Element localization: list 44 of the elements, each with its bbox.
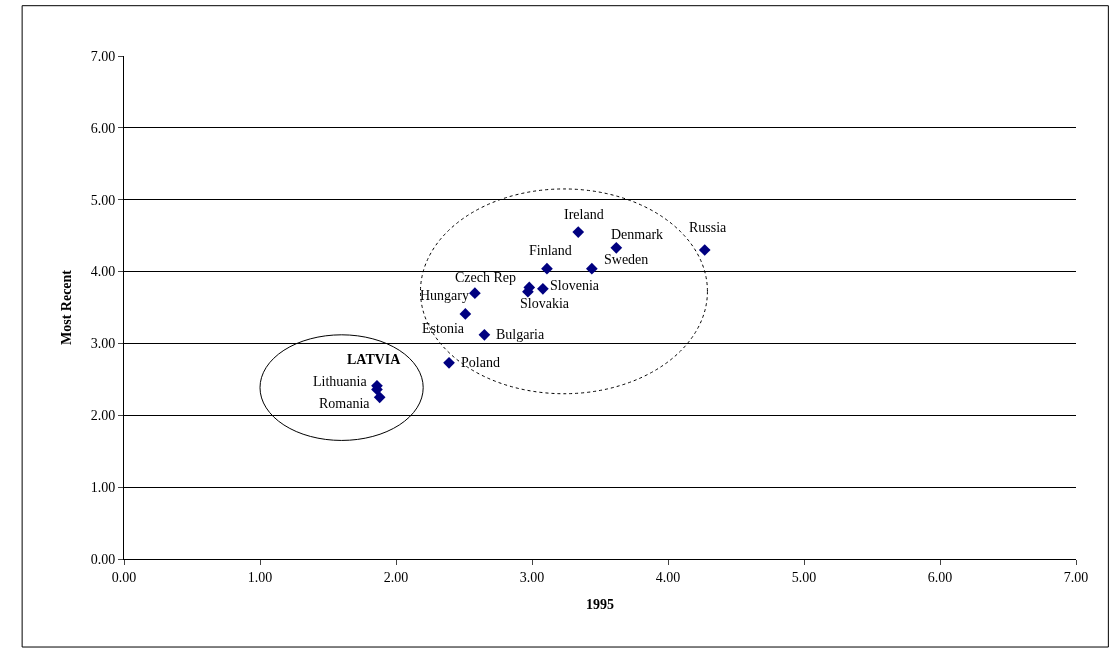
point: [459, 308, 472, 320]
x-tick-label: 4.00: [655, 569, 681, 585]
y-tick-label: 7.00: [90, 48, 116, 64]
annotation: Lithuania: [313, 374, 368, 389]
annotation: Bulgaria: [496, 327, 545, 342]
y-tick-label: 6.00: [90, 120, 116, 136]
point: [572, 226, 585, 238]
annotation: Hungary: [420, 288, 469, 303]
y-tick-label: 2.00: [90, 408, 116, 424]
annotation: Sweden: [604, 252, 649, 267]
y-tick-label: 4.00: [90, 264, 116, 280]
annotation: Russia: [689, 220, 728, 235]
point: [541, 262, 553, 275]
point: [698, 244, 711, 256]
annotation: LATVIA: [347, 352, 402, 367]
x-tick-label: 1.00: [247, 569, 273, 585]
annotation: Denmark: [611, 227, 664, 242]
point: [469, 287, 481, 299]
y-tick-label: 5.00: [90, 192, 116, 208]
annotation: Romania: [319, 396, 371, 411]
annotation: Slovakia: [520, 296, 570, 311]
annotation: Ireland: [564, 207, 604, 222]
x-tick-label: 5.00: [791, 569, 817, 585]
annotation: Finland: [529, 243, 572, 258]
point: [610, 242, 623, 254]
point: [478, 328, 491, 341]
x-tick-label: 6.00: [927, 569, 953, 585]
point: [443, 356, 455, 369]
y-tick-label: 1.00: [90, 480, 116, 496]
x-tick-label: 7.00: [1063, 569, 1089, 585]
annotation: Poland: [461, 355, 500, 370]
x-axis-title: 1995: [586, 597, 614, 613]
annotation: Estonia: [422, 321, 465, 336]
point: [585, 262, 598, 275]
y-axis-title: Most Recent: [59, 269, 75, 346]
y-tick-label: 0.00: [90, 551, 116, 567]
x-tick-label: 3.00: [519, 569, 545, 585]
point: [373, 391, 386, 404]
annotation: Czech Rep: [455, 270, 517, 285]
x-tick-label: 0.00: [111, 569, 137, 585]
y-tick-label: 3.00: [90, 336, 116, 352]
x-tick-label: 2.00: [383, 569, 409, 585]
annotation: Slovenia: [550, 278, 600, 293]
point: [537, 282, 549, 295]
